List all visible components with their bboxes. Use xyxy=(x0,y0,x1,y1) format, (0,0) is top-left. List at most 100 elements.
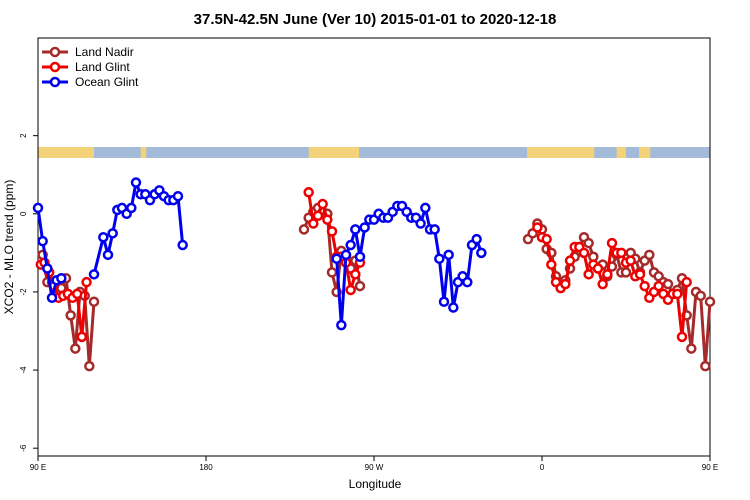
data-point xyxy=(606,237,618,249)
y-tick-label: -6 xyxy=(19,444,28,452)
data-point xyxy=(326,267,338,278)
land-mask-strip xyxy=(38,147,710,158)
data-point xyxy=(359,222,370,233)
data-point xyxy=(298,224,310,235)
data-point xyxy=(560,278,571,290)
chart-title: 37.5N-42.5N June (Ver 10) 2015-01-01 to … xyxy=(194,11,557,28)
data-point xyxy=(672,288,683,300)
series-layer xyxy=(32,177,716,372)
legend-item-land-glint: Land Glint xyxy=(42,60,130,74)
data-point xyxy=(420,202,431,214)
x-tick-label: 0 xyxy=(540,463,545,472)
data-point xyxy=(340,249,352,261)
legend-swatch-marker xyxy=(49,61,61,73)
data-point xyxy=(308,218,319,229)
legend-item-land-nadir: Land Nadir xyxy=(42,45,134,59)
data-point xyxy=(438,296,450,307)
data-point xyxy=(597,278,608,290)
data-point xyxy=(434,253,445,264)
series-land-nadir xyxy=(37,202,716,372)
data-point xyxy=(415,218,426,229)
data-point xyxy=(625,255,636,266)
data-point xyxy=(331,253,342,264)
land-band xyxy=(527,147,595,158)
data-point xyxy=(653,280,664,292)
data-point xyxy=(462,276,473,288)
land-band xyxy=(639,147,651,158)
data-point xyxy=(620,267,632,278)
data-point xyxy=(98,231,109,243)
data-point xyxy=(541,233,552,245)
y-axis: 2 0 -2 -4 -6 xyxy=(19,133,38,452)
land-band xyxy=(140,147,147,158)
data-point xyxy=(564,255,576,266)
x-tick-label: 90 E xyxy=(30,463,46,472)
land-band xyxy=(308,147,360,158)
x-tick-label: 90 W xyxy=(365,463,384,472)
data-point xyxy=(583,269,594,280)
data-point xyxy=(546,259,557,270)
data-point xyxy=(681,276,692,288)
data-point xyxy=(704,296,716,307)
data-point xyxy=(37,235,48,247)
data-point xyxy=(88,269,100,280)
data-point xyxy=(476,247,487,259)
data-point xyxy=(107,228,118,239)
x-tick-label: 90 E xyxy=(702,463,718,472)
data-point xyxy=(70,343,81,354)
data-point xyxy=(46,292,58,304)
x-tick-label: 180 xyxy=(199,463,213,472)
data-point xyxy=(130,177,142,188)
land-band xyxy=(616,147,626,158)
data-point xyxy=(602,269,613,280)
data-point xyxy=(583,237,594,249)
legend-item-ocean-glint: Ocean Glint xyxy=(42,75,139,89)
legend-swatch-marker xyxy=(49,76,61,88)
y-tick-label: -2 xyxy=(19,288,28,296)
y-axis-label: XCO2 - MLO trend (ppm) xyxy=(2,180,16,315)
y-tick-label: 0 xyxy=(19,211,28,216)
data-point xyxy=(616,247,627,259)
data-point xyxy=(443,249,454,261)
data-point xyxy=(326,226,338,237)
data-point xyxy=(126,202,137,214)
data-point xyxy=(172,190,184,202)
data-point xyxy=(56,273,67,284)
ocean-band xyxy=(38,147,710,158)
data-point xyxy=(695,290,706,302)
data-point xyxy=(448,302,459,313)
data-point xyxy=(42,263,53,274)
data-point xyxy=(345,284,356,296)
series-ocean-glint xyxy=(32,177,487,331)
data-point xyxy=(429,224,440,235)
data-point xyxy=(532,222,543,233)
data-point xyxy=(634,269,646,280)
y-tick-label: 2 xyxy=(19,133,28,138)
data-point xyxy=(345,239,356,251)
data-point xyxy=(177,239,188,251)
data-point xyxy=(354,251,366,263)
data-point xyxy=(686,343,697,354)
legend-label: Land Nadir xyxy=(75,45,134,59)
data-point xyxy=(32,202,44,214)
data-point xyxy=(639,280,650,292)
data-point xyxy=(322,214,333,225)
data-point xyxy=(336,319,347,331)
x-axis-label: Longitude xyxy=(349,477,402,491)
x-axis: 90 E 180 90 W 0 90 E xyxy=(30,456,718,472)
data-point xyxy=(700,360,711,372)
data-point xyxy=(350,269,361,280)
data-point xyxy=(350,224,361,235)
data-point xyxy=(76,331,88,343)
y-tick-label: -4 xyxy=(19,366,28,374)
series-line xyxy=(41,206,712,368)
data-point xyxy=(317,198,328,210)
data-point xyxy=(65,310,76,321)
data-point xyxy=(676,331,688,343)
data-point xyxy=(312,210,324,221)
data-point xyxy=(81,276,92,288)
data-point xyxy=(84,360,95,372)
data-point xyxy=(644,249,655,261)
